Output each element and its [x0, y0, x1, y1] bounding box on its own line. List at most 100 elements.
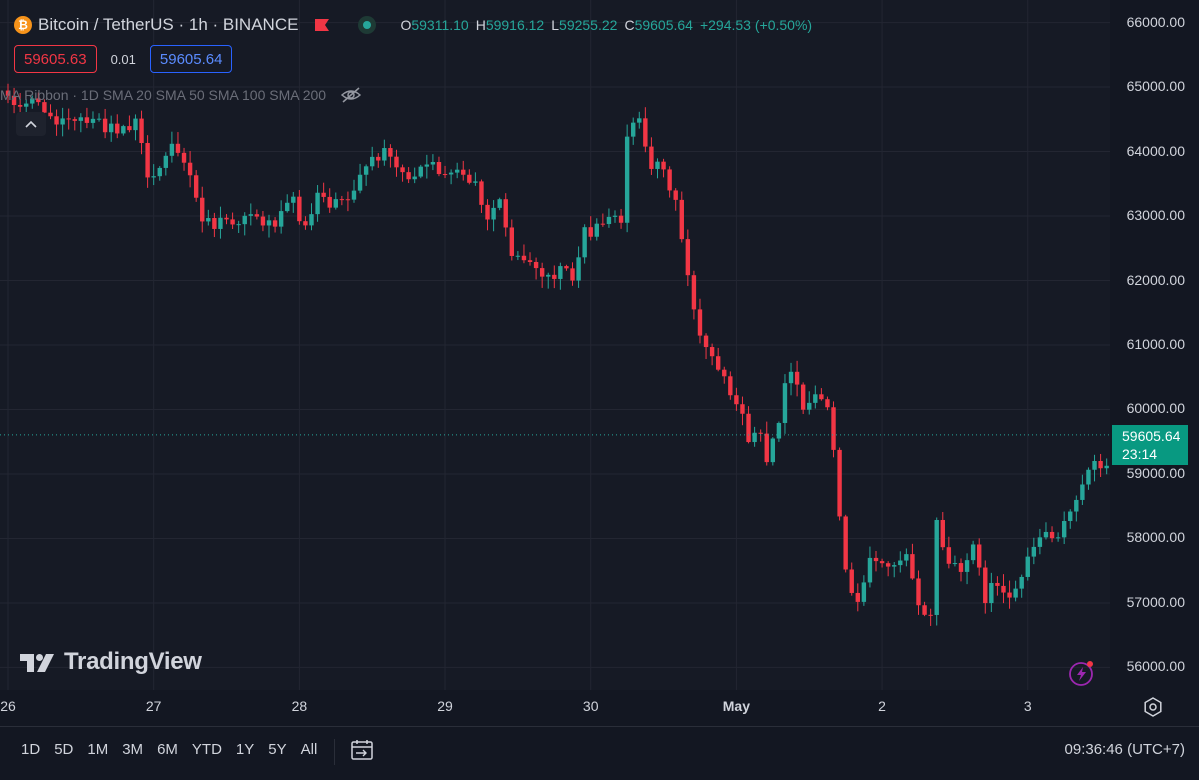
- candle-body: [643, 118, 648, 147]
- candle-body: [600, 223, 606, 225]
- candle-body: [345, 199, 351, 201]
- candle-body: [922, 605, 927, 615]
- candle-body: [42, 102, 47, 113]
- candle-body: [946, 547, 952, 564]
- candle-body: [17, 105, 23, 107]
- candle-body: [533, 261, 539, 269]
- hide-indicator-icon[interactable]: [340, 86, 362, 104]
- range-button-ytd[interactable]: YTD: [191, 741, 222, 758]
- candle-body: [515, 255, 521, 257]
- candle-body: [363, 166, 369, 175]
- sell-button[interactable]: 59605.63: [14, 45, 97, 73]
- candle-body: [928, 614, 933, 616]
- range-button-5d[interactable]: 5D: [54, 741, 74, 758]
- current-price-value: 59605.64: [1122, 428, 1181, 444]
- candle-body: [624, 136, 630, 223]
- candle-body: [1086, 469, 1091, 485]
- lightning-alert-icon[interactable]: [1068, 659, 1096, 687]
- candle-body: [193, 175, 199, 198]
- timezone-clock[interactable]: 09:36:46 (UTC+7): [1064, 741, 1185, 758]
- buy-button[interactable]: 59605.64: [149, 45, 233, 73]
- candle-body: [181, 152, 187, 163]
- collapse-legend-button[interactable]: [16, 112, 46, 136]
- bitcoin-icon[interactable]: ₿: [14, 16, 32, 34]
- candle-body: [958, 563, 964, 572]
- tradingview-logo[interactable]: TradingView: [20, 648, 202, 676]
- candle-body: [206, 218, 211, 222]
- bar-countdown: 23:14: [1122, 446, 1158, 462]
- high-label: H: [475, 17, 486, 33]
- candle-body: [746, 413, 751, 443]
- candle-body: [1061, 521, 1067, 538]
- candle-body: [133, 118, 138, 131]
- candle-body: [467, 174, 472, 183]
- candle-body: [995, 582, 1000, 586]
- candle-body: [66, 118, 71, 120]
- candle-body: [800, 384, 806, 410]
- candlestick-chart[interactable]: [0, 0, 1110, 690]
- candle-body: [734, 395, 739, 405]
- candle-body: [964, 560, 970, 572]
- market-status-icon[interactable]: [358, 16, 377, 34]
- open-value: 59311.10: [411, 17, 469, 33]
- candle-body: [861, 582, 867, 602]
- time-tick-label: 27: [145, 698, 162, 714]
- price-tick-label: 62000.00: [1126, 271, 1185, 288]
- symbol-title[interactable]: Bitcoin / TetherUS · 1h · BINANCE: [38, 15, 299, 34]
- candle-body: [685, 239, 691, 276]
- candle-body: [758, 432, 763, 434]
- candle-body: [278, 211, 284, 227]
- candle-body: [339, 199, 345, 201]
- candle-body: [376, 156, 381, 161]
- candle-body: [673, 190, 678, 200]
- candle-body: [242, 215, 247, 225]
- range-button-1y[interactable]: 1Y: [235, 741, 255, 758]
- candle-body: [831, 407, 836, 450]
- range-button-5y[interactable]: 5Y: [268, 741, 287, 758]
- candle-body: [819, 394, 824, 400]
- candle-body: [260, 216, 266, 226]
- candle-body: [564, 266, 569, 269]
- indicator-label[interactable]: MA Ribbon · 1D SMA 20 SMA 50 SMA 100 SMA…: [0, 87, 327, 103]
- candle-body: [637, 118, 642, 123]
- date-range-icon[interactable]: [349, 738, 375, 762]
- candle-body: [782, 383, 788, 423]
- flag-icon[interactable]: [314, 18, 330, 32]
- candle-body: [558, 266, 563, 279]
- candle-body: [594, 223, 599, 237]
- price-tick-label: 57000.00: [1126, 593, 1185, 610]
- candle-body: [388, 148, 393, 157]
- time-tick-label: 2: [878, 698, 886, 714]
- candle-body: [837, 449, 842, 517]
- candle-body: [740, 404, 745, 414]
- candle-body: [297, 196, 302, 222]
- candle-body: [576, 257, 581, 281]
- candle-body: [121, 126, 126, 134]
- time-tick-label: 30: [582, 698, 599, 714]
- chart-settings-icon[interactable]: [1142, 696, 1164, 718]
- range-button-6m[interactable]: 6M: [157, 741, 178, 758]
- candle-body: [90, 118, 96, 123]
- candle-body: [285, 202, 290, 212]
- candle-body: [430, 161, 436, 165]
- candle-body: [807, 402, 812, 410]
- range-button-3m[interactable]: 3M: [122, 741, 144, 758]
- candle-body: [473, 181, 478, 183]
- candle-body: [503, 199, 508, 228]
- range-button-1d[interactable]: 1D: [21, 741, 41, 758]
- time-axis[interactable]: 26 27 28 29 30 May 2 3: [0, 690, 1110, 724]
- chevron-up-icon: [25, 120, 37, 128]
- chart-pane[interactable]: [0, 0, 1110, 690]
- candle-body: [1037, 537, 1043, 547]
- candle-body: [479, 181, 484, 205]
- candle-body: [1007, 592, 1012, 598]
- candle-body: [977, 544, 982, 568]
- candle-body: [11, 95, 17, 106]
- range-button-1m[interactable]: 1M: [87, 741, 109, 758]
- candle-body: [315, 192, 320, 215]
- range-button-all[interactable]: All: [300, 741, 318, 758]
- candle-body: [521, 255, 527, 261]
- indicator-legend[interactable]: MA Ribbon · 1D SMA 20 SMA 50 SMA 100 SMA…: [0, 84, 362, 106]
- time-tick-label: 26: [0, 698, 16, 714]
- candle-body: [631, 122, 636, 137]
